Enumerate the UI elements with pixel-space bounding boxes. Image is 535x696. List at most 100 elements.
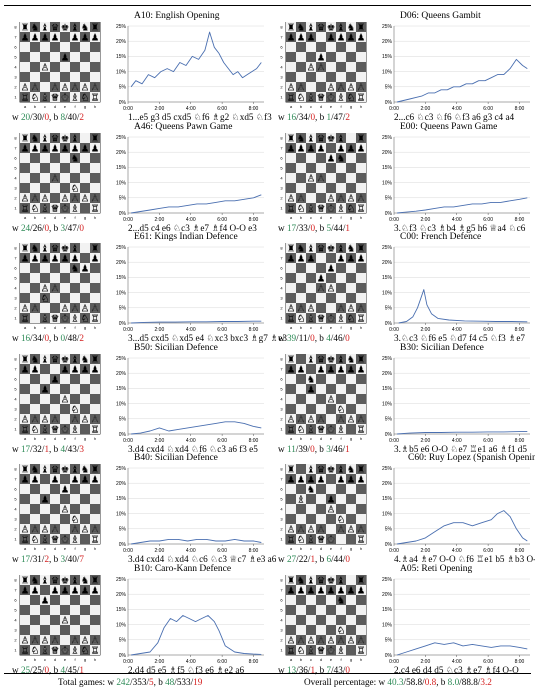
file-label: g [350, 657, 352, 662]
board-square [316, 293, 326, 303]
white-knight-icon: ♘ [337, 404, 346, 415]
rank-label: 4 [280, 507, 283, 512]
white-pawn-icon: ♙ [31, 193, 40, 204]
board-square [316, 584, 326, 595]
time-distribution-chart: 25%20%15%10%5%0%0:00 2:00 4:00 6:00 8:00 [382, 245, 530, 333]
y-tick-label: 25% [116, 245, 127, 251]
board-square [80, 22, 90, 32]
black-pawn-icon: ♟ [21, 475, 30, 486]
board-square [40, 172, 50, 183]
x-tick-label: 2:00 [155, 217, 165, 223]
board-square [296, 524, 306, 534]
board-square [40, 313, 50, 323]
white-knight-icon: ♘ [81, 314, 90, 325]
y-tick-label: 15% [382, 386, 393, 392]
w-wins: 13 [286, 664, 297, 675]
y-tick-label: 25% [116, 134, 127, 140]
board-square [316, 484, 326, 494]
white-rook-icon: ♖ [91, 424, 100, 435]
rank-label: 5 [280, 497, 283, 502]
white-pawn-icon: ♙ [337, 635, 346, 646]
black-pawn-icon: ♟ [21, 254, 30, 265]
black-pawn-icon: ♟ [71, 254, 80, 265]
rank-label: 3 [280, 296, 283, 301]
board-square [50, 494, 60, 504]
rank-label: 5 [14, 607, 17, 612]
board-square [346, 82, 356, 92]
board-square [20, 303, 30, 313]
x-tick-label: 8:00 [515, 659, 525, 665]
board-square [50, 514, 60, 524]
file-label: c [310, 436, 312, 441]
pct-w-label: w [378, 677, 386, 687]
game-record: w 17/32/1, b 4/43/3 [12, 443, 85, 454]
w-draws: 32 [32, 443, 42, 454]
white-pawn-icon: ♙ [357, 414, 366, 425]
board-square [70, 152, 80, 163]
board-square [50, 62, 60, 72]
white-pawn-icon: ♙ [327, 505, 336, 516]
board-square [20, 594, 30, 605]
black-bishop-icon: ♝ [307, 354, 316, 365]
board-square [90, 182, 100, 193]
board-square [336, 624, 346, 635]
black-pawn-icon: ♟ [317, 53, 326, 64]
game-record: w 39/11/0, b 4/46/0 [278, 333, 350, 343]
board-square [70, 644, 80, 655]
file-label: a [24, 104, 27, 109]
x-tick-label: 4:00 [186, 438, 196, 444]
black-pawn-icon: ♟ [31, 364, 40, 375]
black-pawn-icon: ♟ [327, 585, 336, 596]
white-bishop-icon: ♗ [71, 535, 80, 546]
rank-label: 5 [14, 55, 17, 60]
board-square [70, 413, 80, 424]
white-bishop-icon: ♗ [41, 424, 50, 435]
white-bishop-icon: ♗ [71, 645, 80, 656]
white-pawn-icon: ♙ [287, 525, 296, 536]
x-tick-label: 6:00 [217, 548, 227, 554]
board-square [60, 474, 70, 484]
board-square [286, 594, 296, 605]
w-draws: 34 [32, 333, 42, 343]
black-king-icon: ♚ [327, 354, 336, 365]
board-square [20, 403, 30, 414]
x-tick-label: 0:00 [123, 327, 133, 333]
board-square [40, 22, 50, 32]
file-label: b [300, 104, 303, 109]
y-tick-label: 15% [116, 386, 127, 392]
board-square [70, 253, 80, 263]
board-square [80, 172, 90, 183]
board-square [60, 524, 70, 534]
board-square [326, 413, 336, 424]
board-square [30, 243, 40, 253]
y-tick-label: 25% [382, 245, 393, 251]
black-queen-icon: ♛ [317, 244, 326, 255]
file-label: b [34, 104, 37, 109]
black-knight-icon: ♞ [297, 23, 306, 34]
rank-label: 8 [14, 356, 17, 361]
board-square [40, 92, 50, 102]
white-knight-icon: ♘ [31, 535, 40, 546]
board-square [306, 634, 316, 645]
opening-panel: D06: Queens Gambit ♜ ♞ ♝ ♛ ♚ ♝ ♞ ♜ ♟ ♟ ♟ ♟ ♟ ♟ ♟ ♟ ♙ ♙ ♙ ♙ ♙ ♙… [272, 11, 534, 124]
board-square [346, 464, 356, 474]
rank-label: 4 [14, 175, 17, 180]
board-square [20, 534, 30, 544]
board-square [316, 413, 326, 424]
black-knight-icon: ♞ [297, 133, 306, 144]
rank-label: 2 [14, 416, 17, 421]
board-square [70, 182, 80, 193]
white-pawn-icon: ♙ [51, 635, 60, 646]
series-line [131, 420, 262, 434]
black-knight-icon: ♞ [31, 354, 40, 365]
x-tick-label: 4:00 [186, 548, 196, 554]
board-square [326, 162, 336, 173]
board-square [40, 594, 50, 605]
x-tick-label: 4:00 [452, 217, 462, 223]
board-square [90, 624, 100, 635]
board-square [306, 594, 316, 605]
main-line-moves: 2...d5 c4 e6 ♘c3 ♗e7 ♗f4 O-O e3 [128, 222, 257, 233]
board-square [80, 484, 90, 494]
series-line [131, 614, 262, 655]
w-draws: 36 [298, 664, 308, 675]
